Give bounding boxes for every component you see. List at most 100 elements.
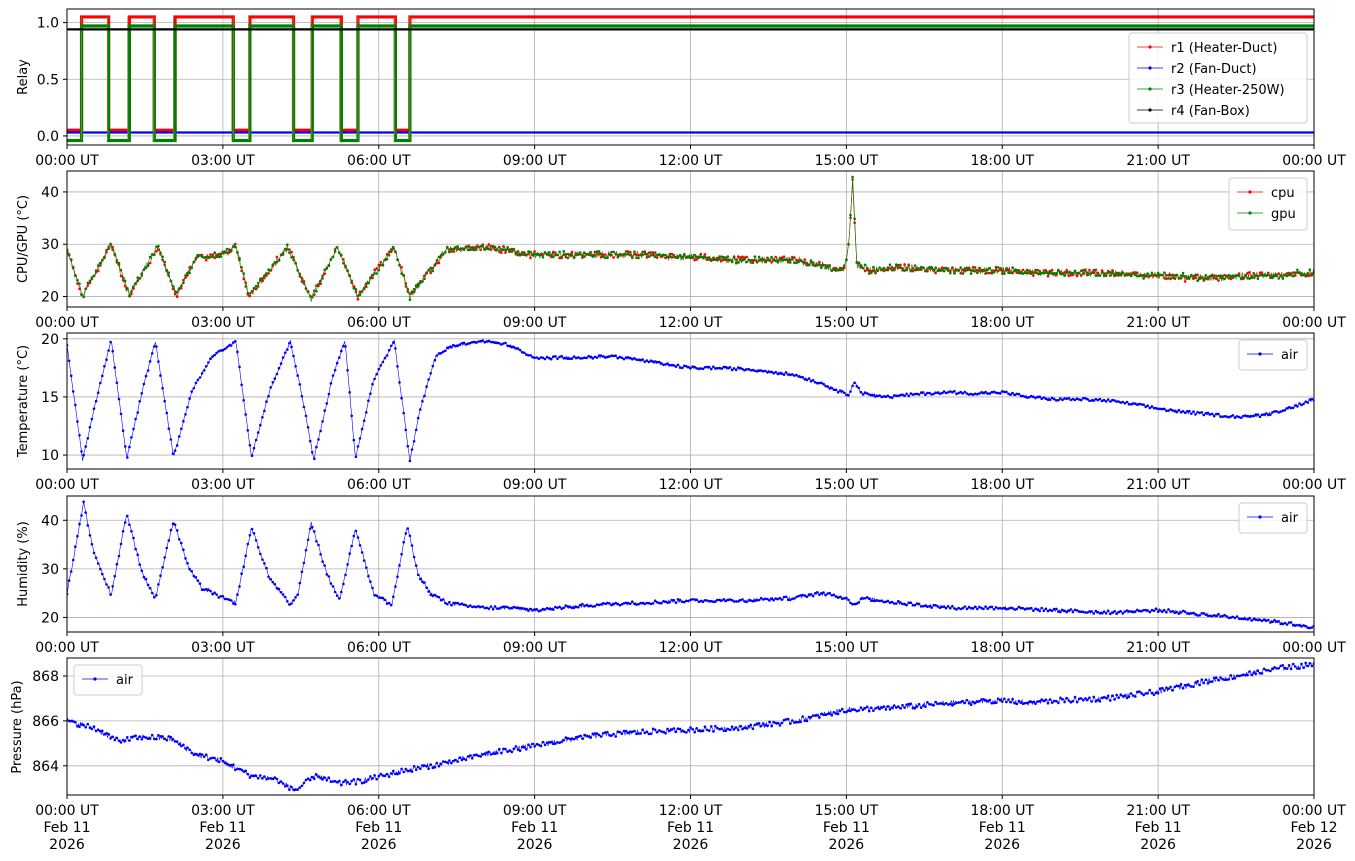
data-point xyxy=(953,389,956,393)
data-point xyxy=(938,702,942,705)
data-point xyxy=(552,742,555,746)
legend-label: cpu xyxy=(1271,186,1295,201)
data-point xyxy=(863,391,867,394)
data-point xyxy=(1154,691,1158,694)
data-point xyxy=(957,391,960,395)
data-point xyxy=(585,356,588,360)
y-tick-label: 40 xyxy=(41,513,59,529)
data-point xyxy=(820,266,823,270)
data-point xyxy=(1271,667,1274,670)
data-point xyxy=(917,602,921,606)
legend-marker xyxy=(1258,515,1262,519)
data-point xyxy=(506,605,509,609)
data-point xyxy=(728,728,732,732)
data-point xyxy=(1082,610,1085,614)
data-point xyxy=(171,522,175,526)
data-point xyxy=(986,392,989,395)
data-point xyxy=(1071,271,1075,275)
data-point xyxy=(373,268,376,272)
data-point xyxy=(186,271,189,275)
data-point xyxy=(870,706,873,710)
data-point xyxy=(531,253,534,257)
data-point xyxy=(892,394,896,397)
data-point xyxy=(797,375,800,378)
data-point xyxy=(520,607,524,610)
data-point xyxy=(211,355,214,358)
data-point xyxy=(570,253,574,257)
data-point xyxy=(712,365,715,369)
data-point xyxy=(591,255,595,258)
data-point xyxy=(456,760,460,763)
data-point xyxy=(331,585,335,588)
data-point xyxy=(780,598,784,601)
data-point xyxy=(747,367,750,371)
data-point xyxy=(105,731,108,735)
data-point xyxy=(327,392,331,396)
data-point xyxy=(344,345,347,348)
data-point xyxy=(441,252,445,256)
data-point xyxy=(720,367,723,370)
data-point xyxy=(1154,406,1158,410)
data-point xyxy=(903,706,906,709)
data-point xyxy=(1231,677,1235,681)
data-point xyxy=(666,255,669,258)
data-point xyxy=(468,754,472,757)
data-point xyxy=(1094,397,1098,401)
data-point xyxy=(655,730,659,734)
data-point xyxy=(250,454,254,458)
data-point xyxy=(1231,274,1235,278)
data-point xyxy=(1208,614,1212,618)
data-point xyxy=(161,255,164,258)
data-point xyxy=(668,729,671,732)
data-point xyxy=(722,598,726,601)
data-point xyxy=(903,269,906,272)
data-point xyxy=(369,392,372,396)
data-point xyxy=(313,457,316,461)
data-point xyxy=(444,250,447,254)
data-point xyxy=(930,267,933,270)
data-point xyxy=(500,606,503,609)
data-point xyxy=(225,346,229,349)
data-point xyxy=(1138,402,1141,406)
data-point xyxy=(489,753,493,756)
data-point xyxy=(631,600,634,603)
data-point xyxy=(261,777,264,780)
x-tick-label: 00:00 UT xyxy=(35,153,99,169)
data-point xyxy=(620,603,624,606)
data-point xyxy=(1021,394,1025,398)
data-point xyxy=(764,369,767,373)
data-point xyxy=(516,748,520,751)
data-point xyxy=(693,258,696,262)
data-point xyxy=(1212,676,1216,680)
data-point xyxy=(161,387,164,390)
data-point xyxy=(545,606,549,610)
data-point xyxy=(786,259,790,262)
data-point xyxy=(1025,701,1029,705)
legend-marker xyxy=(1148,87,1152,91)
data-point xyxy=(643,360,647,364)
data-point xyxy=(693,253,696,257)
data-point xyxy=(795,721,798,724)
data-point xyxy=(720,599,723,602)
data-point xyxy=(872,269,875,273)
legend-box xyxy=(1238,502,1308,534)
data-point xyxy=(897,263,900,267)
data-point xyxy=(1204,411,1208,415)
data-point xyxy=(547,607,551,611)
data-point xyxy=(946,703,950,706)
data-point xyxy=(606,256,609,259)
data-point xyxy=(516,347,520,350)
data-point xyxy=(1175,684,1179,688)
data-point xyxy=(1196,273,1199,277)
data-point xyxy=(882,705,886,708)
data-point xyxy=(585,734,588,738)
legend-marker xyxy=(1248,190,1252,194)
data-point xyxy=(306,290,310,294)
data-point xyxy=(188,397,191,400)
data-point xyxy=(1183,275,1187,278)
data-point xyxy=(119,268,123,272)
data-point xyxy=(74,545,77,548)
data-point xyxy=(622,252,626,256)
data-point xyxy=(165,411,169,415)
